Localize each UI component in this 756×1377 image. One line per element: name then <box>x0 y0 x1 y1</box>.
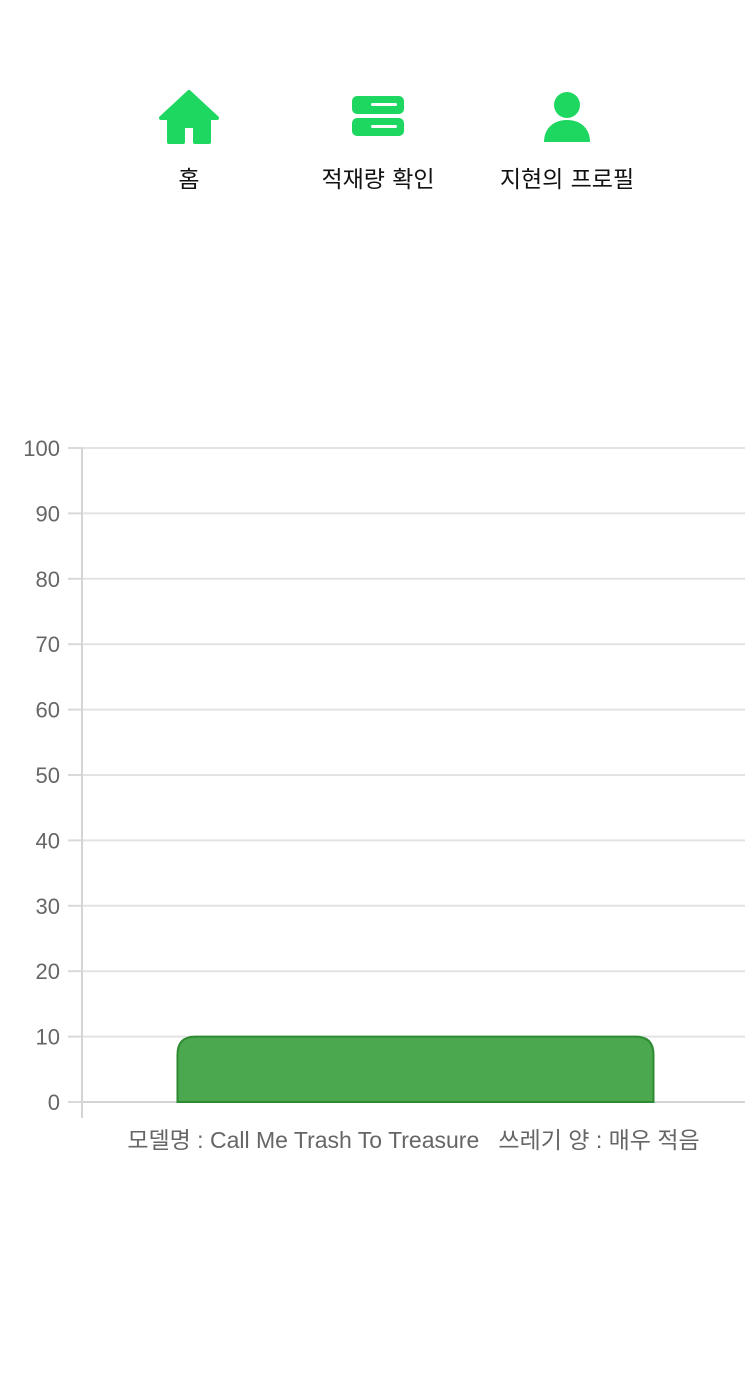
y-tick-label: 80 <box>36 567 60 592</box>
y-tick-label: 90 <box>36 501 60 526</box>
y-tick-label: 30 <box>36 894 60 919</box>
y-tick-label: 40 <box>36 828 60 853</box>
y-tick-label: 70 <box>36 632 60 657</box>
bar-chart: 0 10 20 30 40 50 60 70 80 90 100 모델명 : Call Me Tras… <box>0 420 756 1180</box>
y-tick-label: 100 <box>23 436 60 461</box>
bar <box>176 1035 655 1103</box>
y-tick-label: 20 <box>36 959 60 984</box>
top-navigation: 홈 적재량 확인 지현의 프로필 <box>0 0 756 210</box>
y-tick-label: 10 <box>36 1025 60 1050</box>
nav-item-label: 적재량 확인 <box>321 167 435 193</box>
y-tick-label: 0 <box>48 1090 60 1115</box>
home-icon <box>159 90 219 144</box>
nav-item-home[interactable]: 홈 <box>99 88 279 194</box>
chart-canvas: 0 10 20 30 40 50 60 70 80 90 100 모델명 : Call Me Tras… <box>23 436 745 1153</box>
y-tick-label: 50 <box>36 763 60 788</box>
nav-item-stock[interactable]: 적재량 확인 <box>288 88 468 194</box>
user-icon <box>544 92 590 142</box>
storage-icon <box>352 96 404 136</box>
nav-item-profile[interactable]: 지현의 프로필 <box>477 88 657 194</box>
nav-item-label: 홈 <box>178 167 200 193</box>
y-tick-label: 60 <box>36 698 60 723</box>
x-category-label: 모델명 : Call Me Trash To Treasure 쓰레기 양 : … <box>127 1127 699 1153</box>
nav-item-label: 지현의 프로필 <box>499 167 635 193</box>
